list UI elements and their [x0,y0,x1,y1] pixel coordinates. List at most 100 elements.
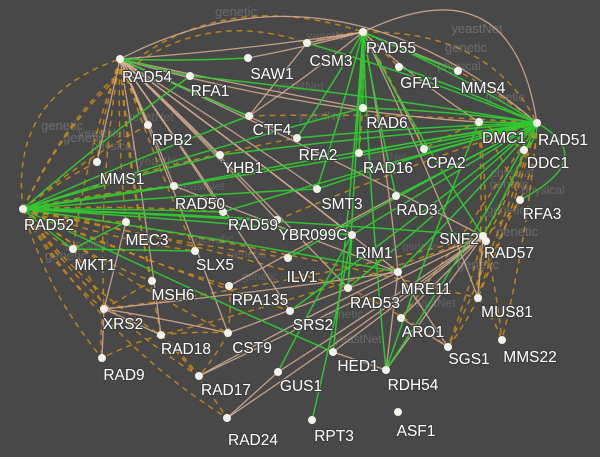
node-label-MKT1[interactable]: MKT1 [73,256,117,275]
node-label-DDC1[interactable]: DDC1 [526,154,570,173]
node-label-RPB2[interactable]: RPB2 [151,131,194,150]
node-label-RAD59[interactable]: RAD59 [227,216,279,235]
node-label-RFA1[interactable]: RFA1 [190,82,231,101]
node-RPT3[interactable] [308,416,316,424]
node-RFA2[interactable] [293,134,301,142]
node-DDC1[interactable] [520,146,528,154]
node-label-RAD17[interactable]: RAD17 [200,381,252,400]
node-label-MUS81[interactable]: MUS81 [480,303,534,322]
node-HED1[interactable] [329,348,337,356]
node-label-MMS1[interactable]: MMS1 [99,170,146,189]
node-label-CPA2[interactable]: CPA2 [425,154,467,173]
node-label-YHB1[interactable]: YHB1 [222,159,265,178]
node-label-GFA1[interactable]: GFA1 [399,74,441,93]
node-label-RFA2[interactable]: RFA2 [298,146,339,165]
node-ILV1[interactable] [284,254,292,262]
node-label-RAD18[interactable]: RAD18 [160,340,212,359]
node-label-SGS1[interactable]: SGS1 [447,350,491,369]
node-ASF1[interactable] [394,408,402,416]
node-label-RAD51[interactable]: RAD51 [537,131,589,150]
node-label-YBR099C[interactable]: YBR099C [277,226,348,245]
node-label-HED1[interactable]: HED1 [336,357,380,376]
node-SMT3[interactable] [313,185,321,193]
node-RAD50[interactable] [170,182,178,190]
node-GUS1[interactable] [274,368,282,376]
node-RAD9[interactable] [98,354,106,362]
node-label-RDH54[interactable]: RDH54 [386,376,439,395]
node-RAD18[interactable] [157,331,165,339]
node-CPA2[interactable] [420,145,428,153]
node-label-GUS1[interactable]: GUS1 [279,377,323,396]
node-label-MRE11[interactable]: MRE11 [400,280,453,299]
node-MSH6[interactable] [148,277,156,285]
node-label-ARO1[interactable]: ARO1 [401,323,445,342]
node-GFA1[interactable] [395,63,403,71]
node-label-RPA135[interactable]: RPA135 [231,291,290,310]
node-ARO1[interactable] [397,314,405,322]
node-SRS2[interactable] [286,307,294,315]
node-label-RAD55[interactable]: RAD55 [365,39,417,58]
node-MEC3[interactable] [122,218,130,226]
node-label-CSM3[interactable]: CSM3 [308,52,353,71]
node-label-SRS2[interactable]: SRS2 [292,316,335,335]
node-label-MMS4[interactable]: MMS4 [460,79,507,98]
node-label-ASF1[interactable]: ASF1 [396,422,437,441]
node-RFA3[interactable] [516,196,524,204]
node-MMS22[interactable] [498,336,506,344]
node-RPA135[interactable] [225,282,233,290]
node-SLX5[interactable] [191,247,199,255]
node-RAD6[interactable] [359,104,367,112]
node-RAD3[interactable] [392,192,400,200]
node-label-MMS22[interactable]: MMS22 [502,348,558,367]
node-RAD51[interactable] [533,119,541,127]
node-YHB1[interactable] [216,151,224,159]
node-CTF4[interactable] [245,112,253,120]
node-RAD24[interactable] [223,414,231,422]
node-label-SMT3[interactable]: SMT3 [320,195,364,214]
node-MUS81[interactable] [474,294,482,302]
node-RPB2[interactable] [144,121,152,129]
node-RAD57[interactable] [482,237,490,245]
node-CSM3[interactable] [303,39,311,47]
node-label-SLX5[interactable]: SLX5 [195,256,235,275]
node-label-RAD57[interactable]: RAD57 [483,244,535,263]
node-label-RFA3[interactable]: RFA3 [522,205,563,224]
node-CST9[interactable] [224,329,232,337]
node-RFA1[interactable] [186,72,194,80]
node-label-CST9[interactable]: CST9 [231,339,273,358]
node-label-RAD53[interactable]: RAD53 [349,294,401,313]
node-label-RPT3[interactable]: RPT3 [313,427,355,446]
node-RAD54[interactable] [116,55,124,63]
node-RAD53[interactable] [344,284,352,292]
node-RDH54[interactable] [382,366,390,374]
node-label-RAD50[interactable]: RAD50 [174,195,227,214]
node-label-RAD52[interactable]: RAD52 [23,216,75,235]
node-XRS2[interactable] [100,305,108,313]
node-MMS4[interactable] [454,67,462,75]
node-label-RAD16[interactable]: RAD16 [362,159,414,178]
node-label-CTF4[interactable]: CTF4 [252,121,293,140]
node-label-RAD24[interactable]: RAD24 [227,431,280,450]
node-label-MEC3[interactable]: MEC3 [124,231,169,250]
node-MRE11[interactable] [394,268,402,276]
node-MKT1[interactable] [69,245,77,253]
node-DMC1[interactable] [475,118,483,126]
node-RAD55[interactable] [359,28,367,36]
node-label-SNF2[interactable]: SNF2 [438,230,480,249]
node-label-RAD6[interactable]: RAD6 [365,114,409,133]
node-SAW1[interactable] [244,54,252,62]
node-RAD17[interactable] [195,372,203,380]
node-MMS1[interactable] [93,158,101,166]
node-label-RAD9[interactable]: RAD9 [102,366,146,385]
node-RAD16[interactable] [355,149,363,157]
node-RIM1[interactable] [348,231,356,239]
node-label-MSH6[interactable]: MSH6 [150,286,195,305]
node-label-DMC1[interactable]: DMC1 [481,129,527,148]
node-label-RAD3[interactable]: RAD3 [395,201,439,220]
node-label-SAW1[interactable]: SAW1 [249,65,295,84]
node-label-XRS2[interactable]: XRS2 [102,315,145,334]
node-YBR099C[interactable] [273,216,281,224]
node-RAD52[interactable] [19,205,27,213]
